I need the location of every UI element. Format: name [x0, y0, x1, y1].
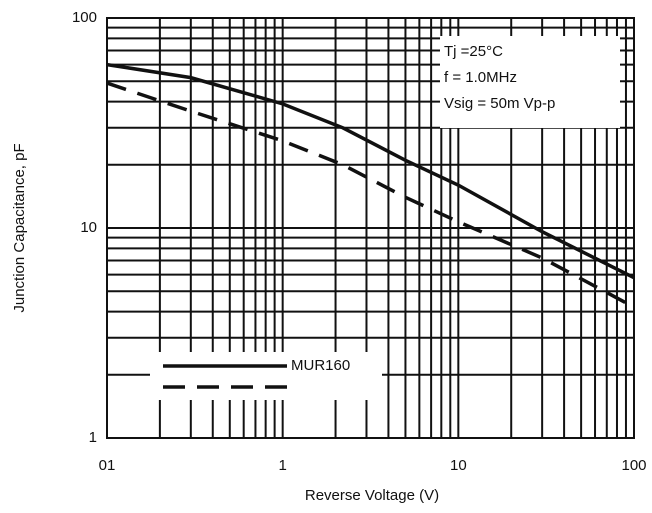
annotation-box — [440, 36, 620, 128]
x-tick-label: 10 — [450, 457, 467, 474]
annotation: Tj =25°C — [444, 43, 503, 60]
y-tick-label: 1 — [89, 429, 97, 446]
x-axis-label: Reverse Voltage (V) — [305, 487, 439, 504]
legend-box — [150, 352, 382, 400]
series-line — [106, 81, 635, 309]
series-line — [106, 62, 635, 280]
annotation: f = 1.0MHz — [444, 69, 517, 86]
y-axis-label: Junction Capacitance, pF — [11, 143, 28, 312]
x-tick-label: 100 — [621, 457, 646, 474]
plot-frame — [106, 17, 635, 439]
y-tick-label: 100 — [72, 9, 97, 26]
annotation: Vsig = 50m Vp-p — [444, 95, 555, 112]
legend-label: MUR160 — [291, 357, 350, 374]
y-tick-label: 10 — [80, 219, 97, 236]
x-tick-label: 1 — [278, 457, 286, 474]
x-tick-label: 01 — [99, 457, 116, 474]
